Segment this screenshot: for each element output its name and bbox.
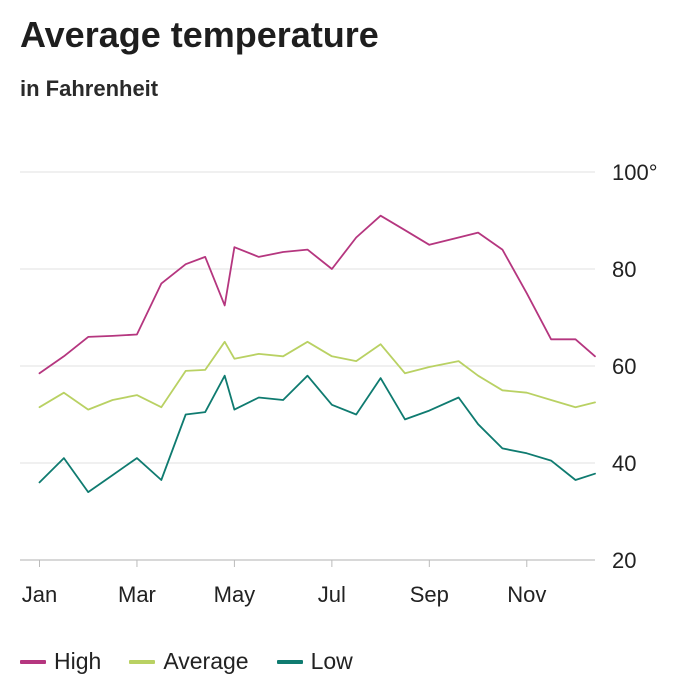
legend-swatch-high: [20, 659, 46, 664]
legend-label-high: High: [54, 648, 102, 674]
chart-subtitle: in Fahrenheit: [20, 76, 159, 101]
chart-legend: High Average Low: [20, 648, 381, 675]
legend-label-low: Low: [310, 648, 353, 674]
chart-title: Average temperature: [20, 14, 379, 55]
y-tick-label: 60: [612, 354, 636, 379]
legend-item-low: Low: [276, 648, 353, 675]
y-tick-label: 100°: [612, 160, 658, 185]
series-line-low: [38, 374, 596, 494]
x-tick-label: May: [214, 582, 256, 607]
x-tick-label: Mar: [118, 582, 156, 607]
x-tick-label: Nov: [507, 582, 546, 607]
x-tick-label: Jul: [318, 582, 346, 607]
legend-item-average: Average: [129, 648, 249, 675]
line-chart: 20 40 60 80 100° Jan Mar May Jul Sep Nov: [20, 160, 658, 607]
series-line-high: [38, 214, 596, 375]
legend-swatch-average: [129, 659, 156, 664]
x-tick-label: Sep: [410, 582, 449, 607]
series-line-average: [38, 340, 596, 411]
y-tick-label: 80: [612, 257, 636, 282]
legend-label-average: Average: [163, 648, 249, 674]
legend-swatch-low: [276, 659, 303, 664]
y-tick-label: 40: [612, 451, 636, 476]
legend-item-high: High: [20, 648, 101, 675]
y-tick-label: 20: [612, 548, 636, 573]
x-tick-label: Jan: [22, 582, 57, 607]
